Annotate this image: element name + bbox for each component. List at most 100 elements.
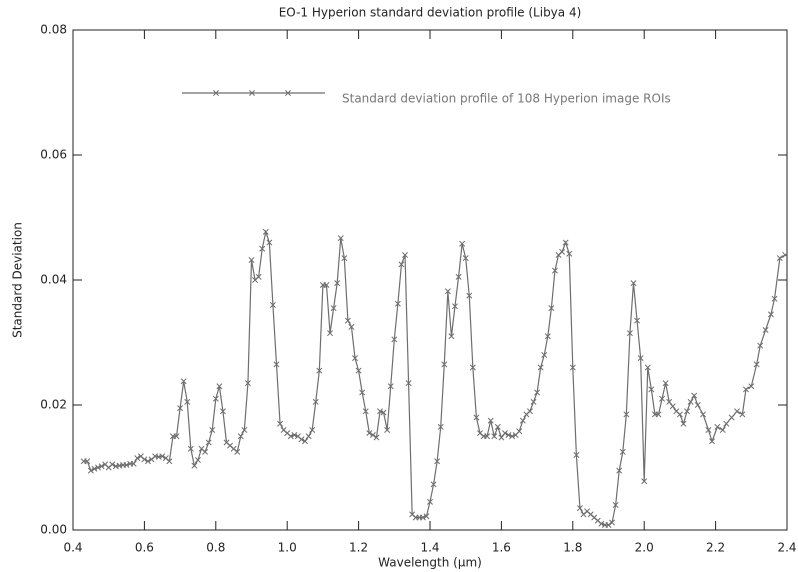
- data-point: [244, 380, 251, 387]
- data-point: [187, 445, 194, 452]
- data-point: [762, 327, 769, 333]
- data-point: [327, 330, 333, 337]
- data-point: [341, 255, 348, 262]
- data-point: [709, 438, 715, 445]
- data-point: [130, 460, 137, 467]
- data-point: [248, 257, 255, 263]
- data-point: [452, 303, 458, 310]
- data-point: [700, 411, 707, 418]
- data-point: [612, 502, 619, 508]
- y-tick-label: 0.00: [40, 523, 67, 537]
- data-point: [687, 398, 694, 405]
- data-point: [423, 513, 430, 520]
- x-tick-label: 0.4: [63, 541, 82, 555]
- data-point: [757, 342, 764, 349]
- data-point: [505, 432, 512, 438]
- data-point: [734, 408, 740, 415]
- data-point: [255, 273, 262, 280]
- data-point: [616, 467, 623, 474]
- legend-marker: [285, 90, 291, 96]
- data-point: [91, 465, 98, 472]
- data-point: [430, 481, 437, 488]
- chart-title: EO-1 Hyperion standard deviation profile…: [279, 6, 582, 20]
- data-point: [669, 403, 676, 410]
- data-point: [337, 235, 344, 242]
- data-point: [352, 355, 358, 362]
- x-tick-label: 1.2: [349, 541, 368, 555]
- data-point: [398, 261, 405, 268]
- data-point: [194, 457, 201, 463]
- data-point: [134, 455, 141, 462]
- y-axis-label: Standard Deviation: [11, 222, 25, 338]
- data-point: [527, 408, 533, 415]
- data-point: [180, 378, 187, 385]
- legend-marker: [249, 90, 255, 96]
- data-point: [466, 292, 473, 299]
- data-point: [348, 323, 355, 330]
- data-point: [330, 305, 337, 312]
- data-point: [566, 250, 573, 257]
- data-point: [441, 361, 448, 368]
- data-point: [723, 420, 730, 427]
- data-point: [212, 395, 219, 402]
- data-point: [541, 352, 548, 358]
- data-point: [269, 302, 276, 308]
- data-point: [95, 464, 101, 471]
- data-point: [544, 333, 551, 340]
- data-point: [166, 458, 173, 465]
- data-point: [394, 300, 401, 307]
- data-point: [569, 364, 576, 371]
- data-point: [753, 361, 760, 368]
- data-point: [559, 248, 566, 255]
- data-point: [234, 448, 241, 455]
- data-point: [676, 411, 683, 418]
- data-point: [728, 414, 735, 421]
- y-tick-label: 0.04: [40, 273, 67, 287]
- data-point: [145, 458, 151, 465]
- data-point: [159, 453, 166, 460]
- data-point: [502, 430, 508, 437]
- data-point: [644, 364, 651, 371]
- data-point: [84, 458, 91, 465]
- data-point: [519, 417, 526, 424]
- data-point: [369, 432, 376, 438]
- x-tick-label: 1.0: [278, 541, 297, 555]
- x-tick-label: 0.8: [206, 541, 225, 555]
- data-point: [537, 364, 544, 371]
- data-point: [205, 439, 212, 446]
- data-point: [714, 423, 721, 430]
- data-point: [448, 333, 455, 340]
- data-point: [630, 280, 637, 287]
- data-point: [619, 448, 626, 455]
- data-point: [444, 288, 451, 295]
- data-point: [344, 317, 351, 324]
- data-point: [626, 330, 633, 337]
- data-point: [748, 383, 755, 390]
- data-point: [123, 462, 130, 468]
- data-point: [694, 402, 701, 408]
- data-point: [98, 463, 105, 470]
- data-point: [402, 252, 408, 258]
- data-point: [516, 428, 523, 435]
- data-point: [648, 386, 655, 393]
- data-point: [655, 411, 662, 418]
- data-point: [484, 433, 491, 440]
- data-point: [498, 434, 505, 441]
- data-point: [459, 240, 466, 247]
- data-point: [771, 295, 778, 302]
- data-point: [427, 498, 433, 505]
- x-tick-label: 0.6: [135, 541, 154, 555]
- data-point: [691, 392, 698, 399]
- data-point: [455, 273, 462, 280]
- data-point: [216, 383, 223, 390]
- data-point: [141, 456, 148, 463]
- data-point: [509, 433, 516, 440]
- data-point: [419, 514, 426, 521]
- data-point: [437, 423, 444, 430]
- data-point: [487, 417, 494, 424]
- data-point: [323, 282, 330, 288]
- data-point: [494, 423, 501, 430]
- data-point: [405, 380, 412, 387]
